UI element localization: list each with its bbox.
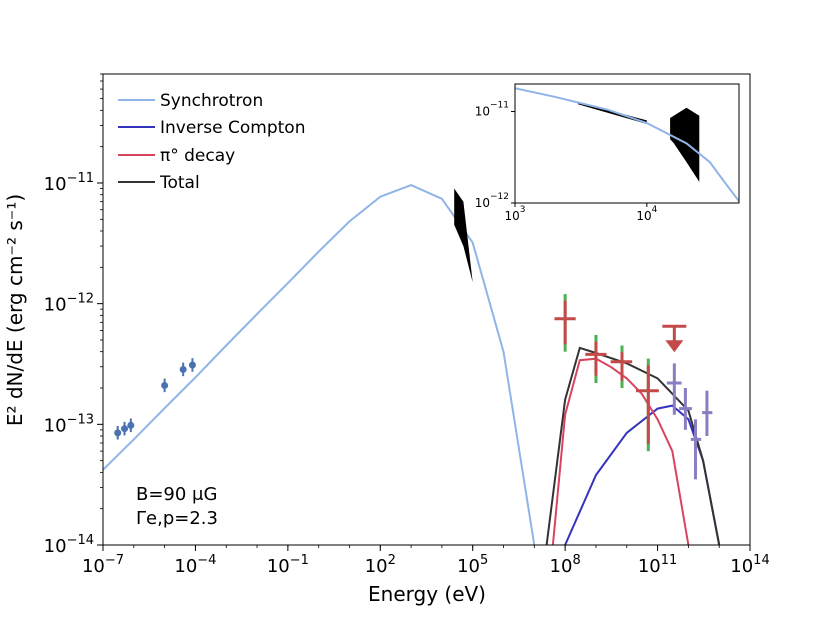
inset-x-tick-label-1-exponent: 4 (652, 205, 658, 215)
legend-label-inverse-compton: Inverse Compton (160, 118, 305, 138)
curve--decay (551, 357, 690, 545)
y-tick-label-3: 10−11 (44, 171, 94, 195)
y-axis-label: E² dN/dE (erg cm⁻² s⁻¹) (3, 194, 27, 426)
x-tick-label-0-exponent: −7 (105, 553, 124, 568)
x-tick-label-0: 10−7 (82, 553, 124, 577)
y-tick-label-1-exponent: −13 (67, 412, 94, 427)
inset-y-tick-label-0: 10−12 (475, 192, 509, 210)
inset-y-tick-label-0-exponent: −12 (490, 192, 509, 202)
legend-label-pi-decay: π° decay (160, 146, 235, 166)
x-tick-label-4: 105 (457, 553, 488, 577)
legend-label-synchrotron: Synchrotron (160, 91, 263, 111)
x-tick-label-0-base: 10 (82, 556, 105, 577)
x-tick-label-5-base: 10 (550, 556, 573, 577)
x-tick-label-1-exponent: −4 (197, 553, 216, 568)
inset-butterfly (670, 107, 700, 182)
xray-butterfly (454, 188, 473, 283)
inset-background (515, 84, 739, 203)
y-tick-label-3-exponent: −11 (67, 171, 94, 186)
x-tick-label-6-exponent: 11 (661, 553, 678, 568)
inset-synchrotron-curve (515, 87, 739, 202)
x-tick-label-1: 10−4 (174, 553, 216, 577)
x-tick-label-1-base: 10 (174, 556, 197, 577)
main-plot-area (103, 184, 721, 545)
legend-label-total: Total (159, 173, 200, 193)
radio-point-5 (188, 361, 196, 369)
x-tick-label-7-base: 10 (730, 556, 753, 577)
radio-point-0 (114, 429, 122, 437)
y-tick-label-0: 10−14 (44, 533, 94, 557)
curve-total (545, 346, 721, 545)
x-tick-label-3: 102 (365, 553, 396, 577)
x-tick-label-6: 1011 (638, 553, 677, 577)
y-tick-label-2-base: 10 (44, 295, 67, 316)
radio-point-4 (179, 365, 187, 373)
radio-point-1 (121, 425, 129, 433)
x-axis-label: Energy (eV) (368, 582, 486, 606)
x-tick-label-4-base: 10 (457, 556, 480, 577)
y-tick-label-3-base: 10 (44, 174, 67, 195)
inset-x-tick-label-1-base: 10 (636, 209, 651, 223)
annotation-magnetic-field: B=90 μG (136, 484, 217, 505)
inset-y-tick-label-0-base: 10 (475, 196, 490, 210)
y-tick-label-1-base: 10 (44, 415, 67, 436)
inset-y-tick-label-1: 10−11 (475, 101, 509, 119)
x-tick-label-5-exponent: 8 (572, 553, 580, 568)
x-tick-label-4-exponent: 5 (480, 553, 488, 568)
inset-y-tick-label-1-base: 10 (475, 105, 490, 119)
inset-y-tick-label-1-exponent: −11 (490, 101, 509, 111)
x-tick-label-3-base: 10 (365, 556, 388, 577)
x-tick-label-7-exponent: 14 (753, 553, 770, 568)
y-tick-label-2: 10−12 (44, 292, 94, 316)
y-tick-label-2-exponent: −12 (67, 292, 94, 307)
x-tick-label-2: 10−1 (267, 553, 309, 577)
inset-plot-area (515, 87, 739, 202)
radio-point-3 (161, 381, 169, 389)
x-tick-label-6-base: 10 (638, 556, 661, 577)
inset-x-tick-label-0-base: 10 (504, 209, 519, 223)
upper-limit-arrowhead (665, 340, 684, 353)
x-tick-label-2-exponent: −1 (290, 553, 309, 568)
inset-x-tick-label-1: 104 (636, 205, 657, 223)
x-tick-label-5: 108 (550, 553, 581, 577)
y-tick-label-1: 10−13 (44, 412, 94, 436)
inset-frame (514, 83, 740, 204)
legend: Synchrotron Inverse Compton π° decay Tot… (118, 91, 305, 193)
x-tick-label-2-base: 10 (267, 556, 290, 577)
inset-x-tick-label-0-exponent: 3 (520, 205, 526, 215)
x-tick-label-7: 1014 (730, 553, 769, 577)
y-tick-label-0-exponent: −14 (67, 533, 94, 548)
y-tick-label-0-base: 10 (44, 536, 67, 557)
x-tick-label-3-exponent: 2 (388, 553, 396, 568)
inset-x-tick-label-0: 103 (504, 205, 525, 223)
annotation-spectral-index: Γe,p=2.3 (136, 508, 218, 529)
main-plot: 10−7 10−4 10−1 102 105 108 1011 101410−1410−131… (44, 73, 770, 577)
radio-point-2 (127, 421, 135, 429)
